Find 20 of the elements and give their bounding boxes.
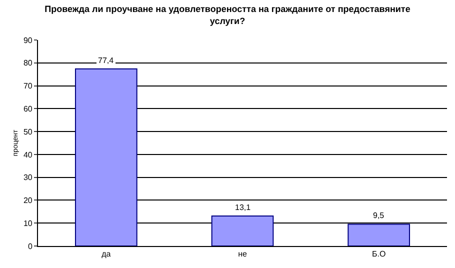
y-tick-label: 0: [28, 242, 33, 251]
data-label: 13,1: [235, 203, 252, 212]
data-label: 77,4: [98, 56, 114, 65]
y-tick-label: 50: [23, 127, 33, 136]
bar: [348, 224, 410, 246]
x-tick-label: да: [102, 250, 112, 259]
y-tick-label: 10: [23, 218, 33, 228]
y-tick-label: 40: [23, 150, 33, 160]
y-tick-label: 20: [23, 196, 33, 206]
bar: [211, 216, 274, 246]
y-tick-label: 90: [23, 36, 33, 45]
y-tick-label: 60: [23, 104, 33, 114]
data-label: 9,5: [373, 211, 385, 220]
bar: [74, 68, 138, 246]
y-tick-label: 70: [23, 82, 33, 91]
y-tick-label: 30: [23, 173, 33, 182]
y-tick-label: 80: [23, 58, 33, 68]
x-tick-label: Б.О: [372, 250, 386, 259]
x-tick-label: не: [238, 250, 248, 259]
chart-title: Провежда ли проучване на удовлетвореността на гражданите от предоставяните услуги?: [44, 4, 410, 26]
